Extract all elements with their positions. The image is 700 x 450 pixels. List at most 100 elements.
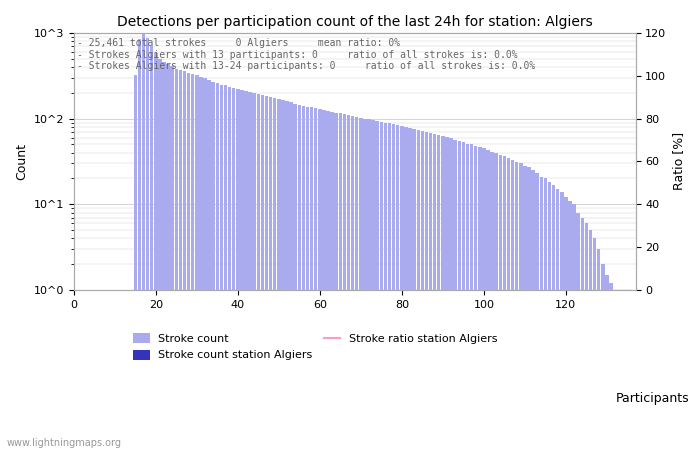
Bar: [187, 73, 190, 450]
Bar: [211, 81, 215, 450]
Bar: [449, 138, 453, 450]
Bar: [584, 223, 588, 450]
Bar: [167, 64, 170, 450]
Bar: [203, 78, 206, 450]
Bar: [195, 75, 199, 450]
Bar: [260, 94, 264, 450]
Bar: [355, 117, 358, 450]
Bar: [458, 141, 461, 450]
Bar: [609, 283, 612, 450]
Bar: [318, 109, 321, 450]
Bar: [511, 160, 514, 450]
Bar: [236, 89, 239, 450]
Bar: [286, 101, 289, 450]
Text: www.lightningmaps.org: www.lightningmaps.org: [7, 437, 122, 447]
Bar: [568, 201, 572, 450]
Bar: [277, 99, 281, 450]
Bar: [630, 350, 634, 450]
Bar: [441, 136, 444, 450]
Bar: [368, 119, 371, 450]
Bar: [482, 148, 486, 450]
Bar: [302, 106, 305, 450]
Bar: [232, 88, 235, 450]
Bar: [162, 62, 166, 450]
Bar: [507, 158, 510, 450]
Bar: [498, 155, 502, 450]
Bar: [191, 74, 195, 450]
Bar: [335, 113, 338, 450]
Bar: [429, 133, 433, 450]
Bar: [269, 97, 272, 450]
Bar: [437, 135, 440, 450]
Bar: [552, 184, 555, 450]
Bar: [593, 238, 596, 450]
Bar: [527, 167, 531, 450]
Bar: [289, 102, 293, 450]
Bar: [392, 124, 396, 450]
Bar: [589, 230, 592, 450]
Bar: [244, 91, 248, 450]
Bar: [486, 150, 490, 450]
Bar: [445, 137, 449, 450]
Bar: [523, 166, 526, 450]
Bar: [207, 80, 211, 450]
Bar: [178, 70, 182, 450]
Bar: [293, 104, 297, 450]
Bar: [597, 249, 601, 450]
Bar: [622, 316, 625, 450]
Bar: [228, 87, 232, 450]
Bar: [454, 140, 457, 450]
Bar: [372, 120, 375, 450]
Bar: [617, 298, 621, 450]
Bar: [626, 335, 629, 450]
Bar: [531, 170, 535, 450]
Bar: [519, 163, 522, 450]
Bar: [146, 38, 149, 450]
Bar: [322, 110, 326, 450]
Bar: [379, 122, 383, 450]
Bar: [536, 173, 539, 450]
Bar: [359, 118, 363, 450]
Bar: [343, 114, 346, 450]
Bar: [257, 94, 260, 450]
Bar: [421, 131, 424, 450]
Bar: [310, 108, 314, 450]
Bar: [560, 192, 564, 450]
Bar: [540, 177, 543, 450]
Bar: [240, 90, 244, 450]
Bar: [154, 53, 158, 450]
Bar: [461, 142, 465, 450]
Bar: [384, 122, 387, 450]
Bar: [363, 119, 367, 450]
Y-axis label: Ratio [%]: Ratio [%]: [672, 132, 685, 190]
Bar: [199, 76, 202, 450]
Bar: [134, 75, 137, 450]
Bar: [433, 134, 436, 450]
Bar: [470, 144, 473, 450]
Bar: [580, 217, 584, 450]
Bar: [494, 153, 498, 450]
Bar: [265, 96, 268, 450]
Bar: [544, 179, 547, 450]
Bar: [298, 105, 301, 450]
Bar: [375, 121, 379, 450]
Bar: [326, 111, 330, 450]
Bar: [466, 144, 469, 450]
Bar: [220, 85, 223, 450]
Bar: [216, 83, 219, 450]
Bar: [573, 204, 576, 450]
Bar: [564, 198, 568, 450]
Bar: [339, 113, 342, 450]
Bar: [404, 127, 407, 450]
Bar: [281, 100, 285, 450]
Bar: [141, 31, 145, 450]
Bar: [478, 148, 482, 450]
Bar: [248, 92, 252, 450]
Y-axis label: Count: Count: [15, 143, 28, 180]
Title: Detections per participation count of the last 24h for station: Algiers: Detections per participation count of th…: [117, 15, 593, 29]
Bar: [412, 129, 416, 450]
Bar: [351, 116, 354, 450]
Bar: [183, 72, 186, 450]
Bar: [314, 108, 318, 450]
Bar: [330, 112, 334, 450]
